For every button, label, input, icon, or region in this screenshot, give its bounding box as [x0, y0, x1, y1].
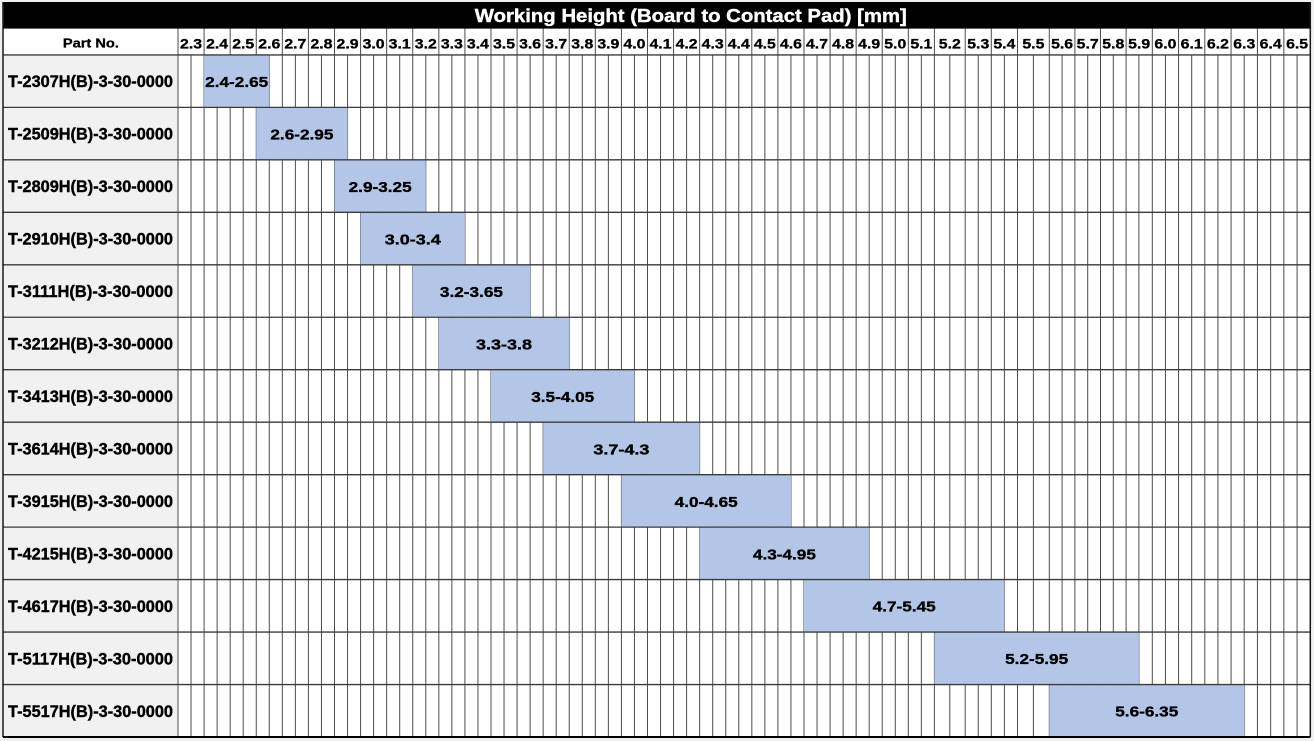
svg-text:T-2809H(B)-3-30-0000: T-2809H(B)-3-30-0000: [8, 177, 173, 196]
svg-text:5.5: 5.5: [1022, 36, 1045, 51]
svg-text:3.7: 3.7: [545, 36, 567, 51]
svg-text:T-5117H(B)-3-30-0000: T-5117H(B)-3-30-0000: [8, 649, 173, 668]
svg-text:5.9: 5.9: [1128, 36, 1150, 51]
svg-text:4.7-5.45: 4.7-5.45: [873, 599, 936, 616]
svg-text:5.7: 5.7: [1077, 36, 1099, 51]
svg-text:5.2-5.95: 5.2-5.95: [1005, 651, 1068, 668]
svg-text:4.5: 4.5: [754, 36, 777, 51]
svg-text:6.4: 6.4: [1260, 36, 1283, 51]
svg-text:T-3614H(B)-3-30-0000: T-3614H(B)-3-30-0000: [8, 440, 173, 459]
svg-text:4.3: 4.3: [702, 36, 724, 51]
svg-text:2.4: 2.4: [206, 36, 229, 51]
svg-text:5.6: 5.6: [1051, 36, 1073, 51]
svg-text:4.7: 4.7: [806, 36, 828, 51]
svg-text:2.6: 2.6: [258, 36, 280, 51]
svg-text:T-3413H(B)-3-30-0000: T-3413H(B)-3-30-0000: [8, 387, 173, 406]
svg-text:4.4: 4.4: [728, 36, 751, 51]
svg-text:3.2-3.65: 3.2-3.65: [440, 284, 503, 301]
svg-text:2.7: 2.7: [284, 36, 306, 51]
svg-text:T-2910H(B)-3-30-0000: T-2910H(B)-3-30-0000: [8, 230, 173, 249]
svg-text:3.5: 3.5: [493, 36, 516, 51]
svg-text:5.1: 5.1: [910, 36, 933, 51]
svg-text:6.5: 6.5: [1286, 36, 1309, 51]
svg-text:T-2307H(B)-3-30-0000: T-2307H(B)-3-30-0000: [8, 72, 173, 91]
svg-text:4.6: 4.6: [780, 36, 802, 51]
svg-text:3.6: 3.6: [519, 36, 541, 51]
svg-text:4.0-4.65: 4.0-4.65: [675, 494, 738, 511]
svg-text:T-2509H(B)-3-30-0000: T-2509H(B)-3-30-0000: [8, 125, 173, 144]
svg-text:T-3915H(B)-3-30-0000: T-3915H(B)-3-30-0000: [8, 492, 173, 511]
svg-text:T-3111H(B)-3-30-0000: T-3111H(B)-3-30-0000: [8, 282, 173, 301]
svg-text:5.4: 5.4: [993, 36, 1016, 51]
svg-text:3.1: 3.1: [389, 36, 412, 51]
svg-text:3.3-3.8: 3.3-3.8: [476, 336, 532, 353]
svg-text:2.5: 2.5: [232, 36, 255, 51]
svg-text:6.2: 6.2: [1207, 36, 1229, 51]
svg-text:2.9-3.25: 2.9-3.25: [349, 179, 412, 196]
svg-text:3.8: 3.8: [571, 36, 594, 51]
svg-text:3.0-3.4: 3.0-3.4: [385, 231, 442, 248]
svg-text:5.8: 5.8: [1102, 36, 1125, 51]
svg-text:4.9: 4.9: [858, 36, 880, 51]
svg-text:5.6-6.35: 5.6-6.35: [1115, 704, 1178, 721]
svg-text:4.1: 4.1: [650, 36, 673, 51]
svg-text:2.9: 2.9: [337, 36, 359, 51]
svg-text:3.4: 3.4: [467, 36, 490, 51]
svg-text:Working Height (Board to Conta: Working Height (Board to Contact Pad) [m…: [475, 6, 907, 26]
svg-text:3.3: 3.3: [441, 36, 463, 51]
svg-text:3.7-4.3: 3.7-4.3: [593, 441, 649, 458]
svg-text:6.0: 6.0: [1154, 36, 1176, 51]
svg-text:2.4-2.65: 2.4-2.65: [205, 74, 268, 91]
svg-text:5.0: 5.0: [884, 36, 906, 51]
svg-text:T-5517H(B)-3-30-0000: T-5517H(B)-3-30-0000: [8, 702, 173, 721]
svg-text:2.3: 2.3: [180, 36, 202, 51]
svg-text:3.9: 3.9: [597, 36, 619, 51]
svg-text:3.0: 3.0: [363, 36, 385, 51]
svg-text:Part No.: Part No.: [63, 35, 119, 50]
svg-text:4.8: 4.8: [832, 36, 855, 51]
svg-text:6.1: 6.1: [1181, 36, 1204, 51]
svg-text:3.5-4.05: 3.5-4.05: [531, 389, 594, 406]
svg-text:T-3212H(B)-3-30-0000: T-3212H(B)-3-30-0000: [8, 335, 173, 354]
svg-text:4.0: 4.0: [623, 36, 645, 51]
svg-text:2.6-2.95: 2.6-2.95: [270, 127, 333, 144]
svg-text:5.3: 5.3: [967, 36, 989, 51]
svg-text:T-4215H(B)-3-30-0000: T-4215H(B)-3-30-0000: [8, 544, 173, 563]
svg-text:2.8: 2.8: [310, 36, 333, 51]
svg-text:T-4617H(B)-3-30-0000: T-4617H(B)-3-30-0000: [8, 597, 173, 616]
svg-text:4.3-4.95: 4.3-4.95: [753, 546, 816, 563]
svg-text:4.2: 4.2: [676, 36, 698, 51]
svg-text:6.3: 6.3: [1233, 36, 1255, 51]
svg-text:5.2: 5.2: [939, 36, 961, 51]
svg-text:3.2: 3.2: [415, 36, 437, 51]
